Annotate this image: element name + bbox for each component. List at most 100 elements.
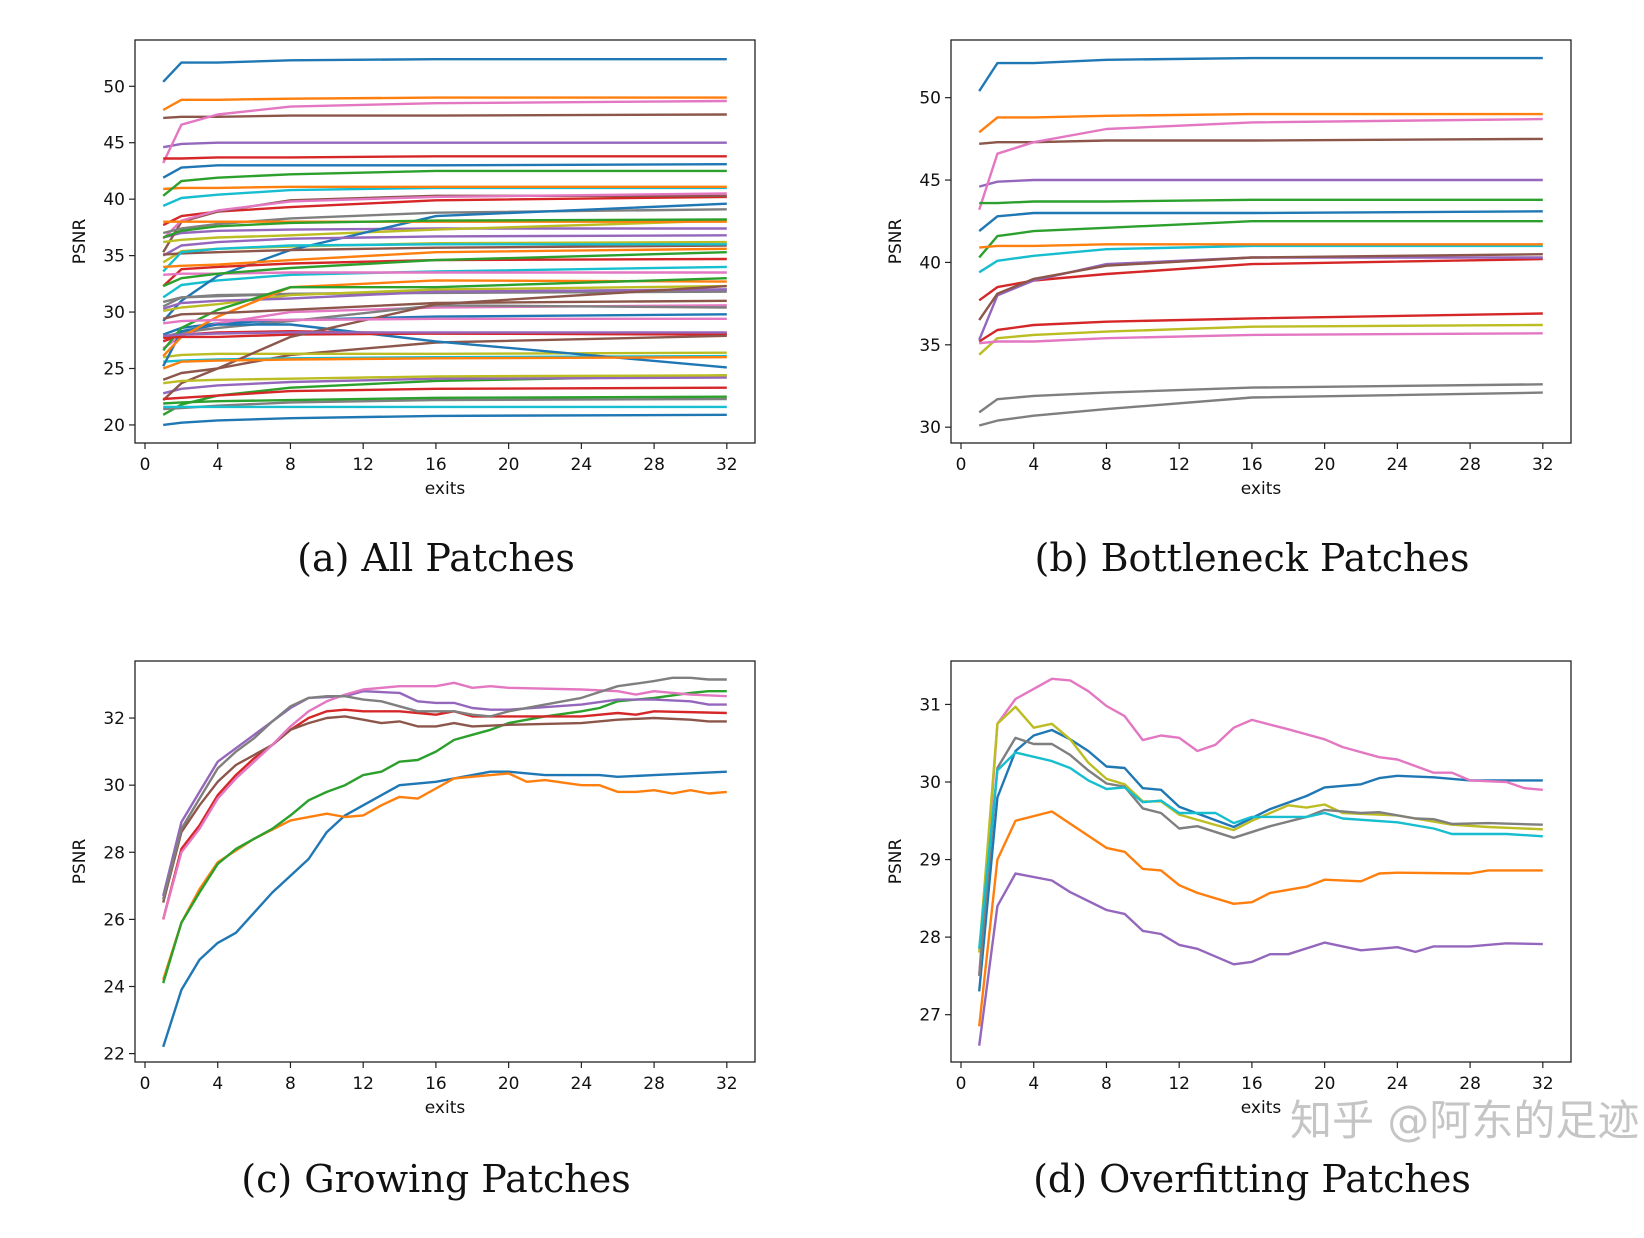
x-tick-label: 24 <box>1387 1074 1409 1094</box>
y-tick-label: 20 <box>103 416 125 436</box>
series-line-4 <box>162 708 727 920</box>
x-tick-label: 20 <box>1314 455 1336 475</box>
series-line-14 <box>163 155 727 160</box>
chart-c: 0 4 8 12 16 20 24 28 32 22 24 26 28 30 32 exits PSNR <box>70 660 756 1118</box>
series-line-18 <box>978 391 1543 427</box>
series-line-11 <box>162 163 727 179</box>
x-tick-label: 32 <box>1532 1074 1554 1094</box>
y-tick-label: 35 <box>919 336 941 356</box>
series-line-27 <box>163 271 727 276</box>
chart-a: 0 4 8 12 16 20 24 28 32 20 25 30 35 40 45 50 exits PSNR <box>70 39 756 499</box>
y-tick-label: 30 <box>103 303 125 323</box>
series-line-53 <box>163 395 727 405</box>
x-tick-label: 0 <box>956 455 967 475</box>
series-line-13 <box>162 169 727 197</box>
series-line-10 <box>978 244 1543 274</box>
y-tick-label: 30 <box>103 776 125 796</box>
x-tick-label: 28 <box>643 455 665 475</box>
series-line-49 <box>163 374 727 385</box>
axes-frame <box>134 660 756 1063</box>
x-tick-label: 8 <box>285 1074 296 1094</box>
series-line-46 <box>162 284 727 401</box>
y-tick-label: 28 <box>919 928 941 948</box>
series-line-56 <box>162 299 727 320</box>
series-line-7 <box>162 99 727 164</box>
series-line-52 <box>162 356 727 370</box>
y-tick-label: 45 <box>919 171 941 191</box>
x-tick-label: 0 <box>140 455 151 475</box>
series-line-3 <box>978 219 1543 259</box>
series-line-8 <box>162 676 727 900</box>
x-tick-label: 12 <box>1168 455 1190 475</box>
caption-b: (b) Bottleneck Patches <box>1034 536 1470 580</box>
series-line-2 <box>978 112 1543 134</box>
series-line-6 <box>163 113 727 120</box>
chart-d: 0 4 8 12 16 20 24 28 32 27 28 29 30 31 exits PSNR <box>886 660 1572 1118</box>
y-tick-label: 22 <box>103 1045 125 1065</box>
x-tick-label: 16 <box>425 455 447 475</box>
series-line-6 <box>978 736 1543 977</box>
y-tick-label: 26 <box>103 910 125 930</box>
x-tick-label: 4 <box>1028 455 1039 475</box>
series-group <box>978 677 1543 1046</box>
series-line-12 <box>979 243 1543 249</box>
y-tick-label: 31 <box>919 695 941 715</box>
y-tick-label: 40 <box>919 253 941 273</box>
series-line-3 <box>162 374 727 416</box>
series-line-4 <box>978 677 1543 976</box>
y-tick-label: 24 <box>103 977 125 997</box>
caption-c: (c) Growing Patches <box>241 1157 631 1201</box>
series-line-51 <box>163 413 727 427</box>
y-tick-label: 25 <box>103 359 125 379</box>
series-line-14 <box>978 312 1543 343</box>
series-line-3 <box>978 872 1543 1046</box>
series-line-55 <box>163 331 727 337</box>
series-group <box>162 58 727 427</box>
caption-d: (d) Overfitting Patches <box>1033 1157 1471 1201</box>
series-line-48 <box>163 397 727 411</box>
series-line-2 <box>978 810 1543 1027</box>
chart-b: 0 4 8 12 16 20 24 28 32 30 35 40 45 50 exits PSNR <box>886 39 1572 499</box>
series-group <box>162 676 727 1048</box>
x-tick-label: 24 <box>1387 455 1409 475</box>
series-line-23 <box>162 218 727 239</box>
series-line-11 <box>978 210 1543 233</box>
x-tick-label: 32 <box>1532 455 1554 475</box>
x-tick-label: 28 <box>1459 1074 1481 1094</box>
series-line-1 <box>978 728 1543 992</box>
x-tick-label: 8 <box>1101 1074 1112 1094</box>
series-line-17 <box>979 332 1543 345</box>
series-line-3 <box>162 690 727 984</box>
series-line-2 <box>162 772 727 981</box>
y-tick-label: 27 <box>919 1006 941 1026</box>
axes-frame <box>950 39 1572 444</box>
series-line-1 <box>978 56 1543 92</box>
series-line-12 <box>163 185 727 191</box>
series-line-19 <box>163 219 727 244</box>
series-line-54 <box>163 386 727 401</box>
series-line-8 <box>978 383 1543 414</box>
series-line-30 <box>162 243 727 273</box>
y-tick-label: 30 <box>919 773 941 793</box>
x-tick-label: 16 <box>1241 1074 1263 1094</box>
x-tick-label: 28 <box>643 1074 665 1094</box>
x-tick-label: 0 <box>956 1074 967 1094</box>
series-line-7 <box>978 751 1543 949</box>
watermark: 知乎 @阿东的足迹 <box>1290 1096 1640 1145</box>
y-tick-label: 35 <box>103 247 125 267</box>
axes-frame <box>950 660 1572 1063</box>
series-line-2 <box>162 96 727 112</box>
x-tick-label: 32 <box>716 455 738 475</box>
series-line-7 <box>978 117 1543 211</box>
x-tick-label: 0 <box>140 1074 151 1094</box>
y-tick-label: 29 <box>919 851 941 871</box>
series-line-4 <box>162 195 727 227</box>
series-group <box>978 56 1543 427</box>
y-axis-label: PSNR <box>70 839 90 885</box>
series-line-1 <box>162 58 727 83</box>
series-line-25 <box>162 234 727 257</box>
series-line-6 <box>162 715 727 903</box>
caption-a: (a) All Patches <box>297 536 575 580</box>
y-tick-label: 32 <box>103 709 125 729</box>
